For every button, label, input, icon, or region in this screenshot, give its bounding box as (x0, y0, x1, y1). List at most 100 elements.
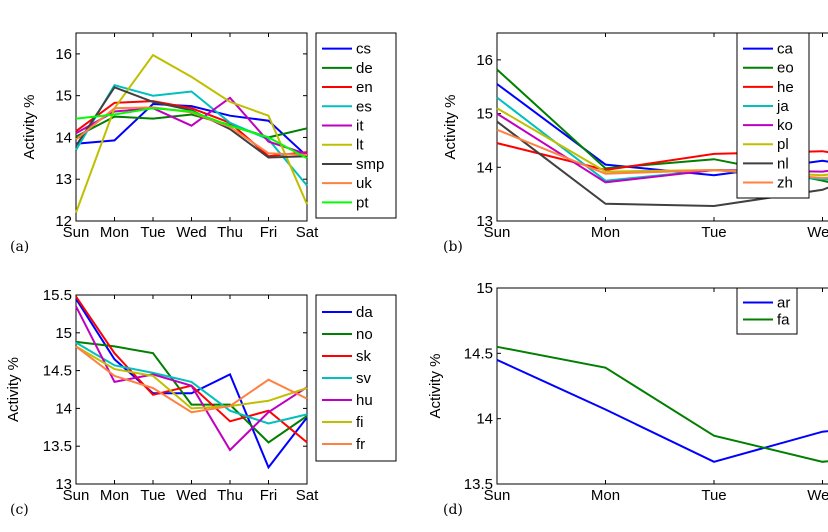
legend-label: sk (356, 348, 372, 365)
legend-label: es (356, 98, 372, 115)
x-tick-label: Fri (260, 487, 278, 504)
y-axis-label: Activity % (21, 94, 38, 159)
legend-label: lt (356, 137, 364, 154)
x-tick-label: Tue (701, 487, 726, 504)
legend-label: no (356, 326, 373, 343)
x-tick-label: Thu (217, 487, 243, 504)
chart-panel: Sun Mon Tue Wed Thu Fri Sat 12 13 14 15 16 Activity … (10, 32, 397, 255)
y-tick-label: 14.5 (464, 345, 493, 362)
series-line-hu (75, 305, 308, 452)
panel-label: (d) (443, 502, 463, 518)
y-tick-label: 13.5 (43, 438, 72, 455)
x-tick-label: Sat (296, 224, 319, 241)
legend-label: sv (356, 370, 372, 387)
series-line-fr (75, 345, 308, 414)
legend-label: uk (356, 175, 372, 192)
y-tick-label: 13 (476, 213, 493, 230)
legend-label: eo (777, 60, 794, 77)
panel-label: (b) (443, 239, 463, 255)
series-line-sv (75, 341, 308, 425)
series-line-es (75, 84, 308, 187)
y-tick-label: 15 (476, 106, 493, 123)
x-tick-label: Thu (217, 224, 243, 241)
y-tick-label: 13 (55, 476, 72, 493)
y-tick-label: 12 (55, 213, 72, 230)
y-tick-label: 15 (55, 88, 72, 105)
y-tick-label: 14 (55, 400, 72, 417)
legend: ca eo he ja ko pl nl zh (736, 32, 810, 199)
legend-label: ca (777, 41, 794, 58)
y-tick-label: 15 (55, 325, 72, 342)
series-line-ca (496, 83, 828, 177)
legend-label: pt (356, 194, 369, 211)
series-line-fa (496, 345, 828, 463)
series-line-smp (75, 86, 308, 159)
y-tick-label: 14.5 (43, 363, 72, 380)
legend-label: pl (777, 136, 789, 153)
series-line-it (75, 96, 308, 156)
x-tick-label: Tue (140, 224, 165, 241)
series-line-cs (75, 102, 308, 157)
legend-label: nl (777, 155, 789, 172)
y-tick-label: 14 (55, 129, 72, 146)
legend-label: cs (356, 41, 371, 58)
legend-label: fr (356, 436, 365, 453)
legend-label: hu (356, 392, 373, 409)
legend-box (736, 32, 810, 199)
legend-label: ja (776, 98, 789, 115)
series-line-zh (496, 128, 828, 180)
x-tick-label: Tue (140, 487, 165, 504)
series-line-ja (496, 96, 828, 182)
y-tick-label: 13.5 (464, 476, 493, 493)
y-tick-label: 14 (476, 159, 493, 176)
series-line-ko (496, 112, 828, 184)
x-tick-label: Wed (176, 487, 207, 504)
x-tick-label: Tue (701, 224, 726, 241)
x-tick-label: Mon (100, 224, 129, 241)
legend-label: zh (777, 174, 793, 191)
legend-label: he (777, 79, 794, 96)
panel-label: (a) (10, 239, 29, 255)
legend-label: en (356, 79, 373, 96)
y-tick-label: 16 (55, 46, 72, 63)
legend-label: smp (356, 156, 384, 173)
chart-panel: SunMonTueWedThuFriSat13.51414.515Activit… (427, 280, 828, 518)
series-line-eo (496, 68, 828, 184)
x-tick-label: Sun (484, 487, 511, 504)
chart-panel: Sun Mon Tue Wed Thu Fri Sat 13 13.5 14 14.5 15 15.5 A… (5, 287, 397, 518)
y-tick-label: 16 (476, 52, 493, 69)
legend: da no sk sv hu fi fr (315, 294, 397, 462)
legend-label: da (356, 304, 373, 321)
y-axis-label: Activity % (5, 357, 22, 422)
x-tick-label: Wed (176, 224, 207, 241)
legend-label: it (356, 118, 364, 135)
legend-label: de (356, 60, 373, 77)
legend-label: fa (777, 312, 790, 329)
legend-label: ar (777, 295, 790, 312)
x-tick-label: Wed (807, 224, 828, 241)
chart-panel: SunMonTueWedThuFriSat13141516Activity %(… (442, 32, 828, 255)
x-tick-label: Fri (260, 224, 278, 241)
x-tick-label: Sun (63, 487, 90, 504)
legend-label: fi (356, 414, 364, 431)
panel-label: (c) (10, 502, 29, 518)
x-tick-label: Sun (63, 224, 90, 241)
legend-label: ko (777, 117, 793, 134)
series-line-da (75, 298, 308, 470)
series-line-lt (75, 53, 308, 213)
series-line-pl (496, 107, 828, 177)
y-tick-label: 15 (476, 280, 493, 297)
x-tick-label: Mon (100, 487, 129, 504)
x-tick-label: Mon (591, 487, 620, 504)
series-line-no (75, 340, 308, 444)
y-tick-label: 15.5 (43, 287, 72, 304)
y-axis-label: Activity % (427, 353, 444, 418)
series-line-nl (496, 120, 828, 208)
legend-box (736, 287, 798, 335)
y-tick-label: 14 (476, 411, 493, 428)
series-line-sk (75, 295, 308, 444)
x-tick-label: Wed (807, 487, 828, 504)
series-line-pt (75, 107, 308, 160)
